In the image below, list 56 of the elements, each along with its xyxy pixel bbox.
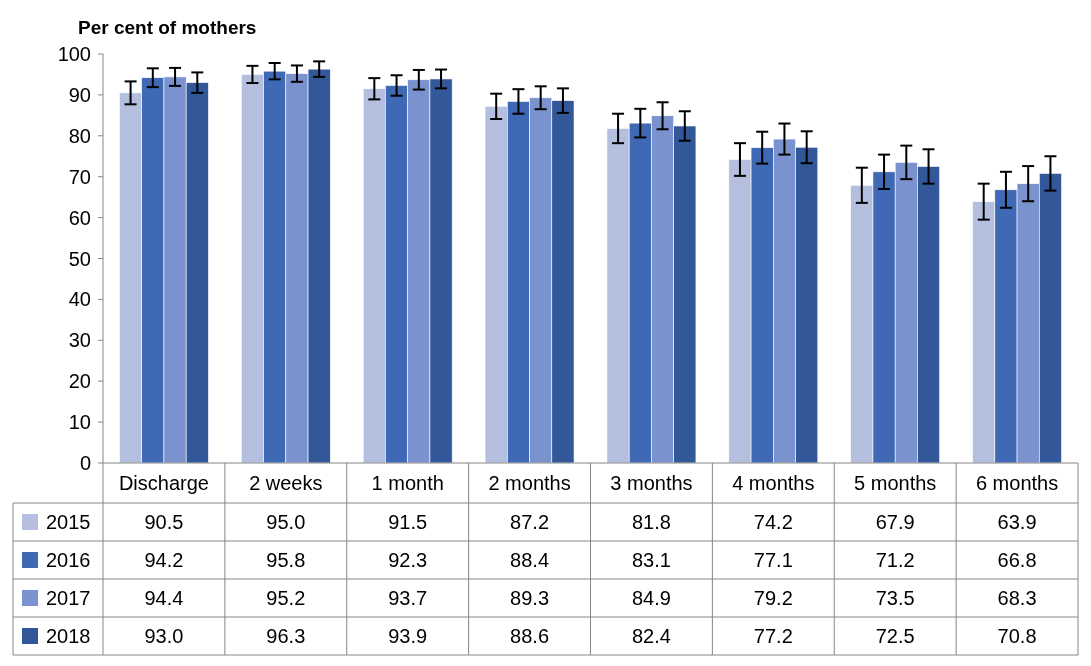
x-tick-label: 3 months (610, 472, 693, 494)
data-label: 74.2 (753, 511, 793, 533)
x-tick-label: 4 months (732, 472, 815, 494)
y-tick-label: 40 (68, 288, 91, 311)
data-label: 88.6 (510, 625, 550, 647)
data-label: 84.9 (631, 587, 671, 609)
data-label: 87.2 (510, 511, 550, 533)
y-tick-label: 0 (79, 452, 91, 474)
data-label: 81.8 (631, 511, 671, 533)
data-label: 63.9 (997, 511, 1037, 533)
data-label: 79.2 (753, 587, 793, 609)
legend-label: 2016 (46, 549, 91, 571)
data-label: 77.1 (753, 549, 793, 571)
x-tick-label: 2 months (488, 472, 571, 494)
y-tick-label: 30 (68, 329, 91, 352)
data-label: 83.1 (631, 549, 671, 571)
y-tick-label: 90 (68, 83, 91, 106)
y-tick-label: 70 (68, 165, 91, 188)
data-label: 95.2 (266, 587, 306, 609)
legend-label: 2017 (46, 587, 91, 609)
data-label: 94.4 (144, 587, 184, 609)
data-label: 96.3 (266, 625, 306, 647)
data-label: 95.0 (266, 511, 306, 533)
data-label: 71.2 (875, 549, 915, 571)
x-tick-label: 6 months (975, 472, 1059, 494)
x-tick-label: 5 months (854, 472, 937, 494)
data-label: 93.9 (388, 625, 428, 647)
y-tick-label: 50 (68, 247, 91, 270)
y-tick-label: 20 (68, 370, 91, 393)
data-label: 72.5 (875, 625, 915, 647)
data-label: 93.0 (144, 625, 184, 647)
data-label: 73.5 (875, 587, 915, 609)
legend-label: 2018 (46, 625, 91, 647)
data-label: 68.3 (997, 587, 1037, 609)
legend-label: 2015 (46, 511, 91, 533)
y-axis-title: Per cent of mothers (78, 17, 257, 38)
data-label: 67.9 (875, 511, 915, 533)
y-tick-label: 80 (68, 124, 91, 147)
y-tick-label: 60 (68, 206, 91, 229)
x-tick-label: 2 weeks (249, 472, 323, 494)
data-label: 77.2 (753, 625, 793, 647)
data-label: 93.7 (388, 587, 428, 609)
data-label: 95.8 (266, 549, 306, 571)
x-tick-label: Discharge (118, 472, 209, 494)
data-label: 94.2 (144, 549, 184, 571)
x-tick-label: 1 month (371, 472, 444, 494)
data-label: 66.8 (997, 549, 1037, 571)
y-tick-label: 100 (57, 43, 91, 65)
data-label: 90.5 (144, 511, 184, 533)
data-label: 91.5 (388, 511, 428, 533)
data-label: 88.4 (510, 549, 550, 571)
data-label: 92.3 (388, 549, 428, 571)
data-label: 82.4 (631, 625, 671, 647)
data-label: 70.8 (997, 625, 1037, 647)
data-label: 89.3 (510, 587, 550, 609)
y-tick-label: 10 (68, 411, 91, 434)
